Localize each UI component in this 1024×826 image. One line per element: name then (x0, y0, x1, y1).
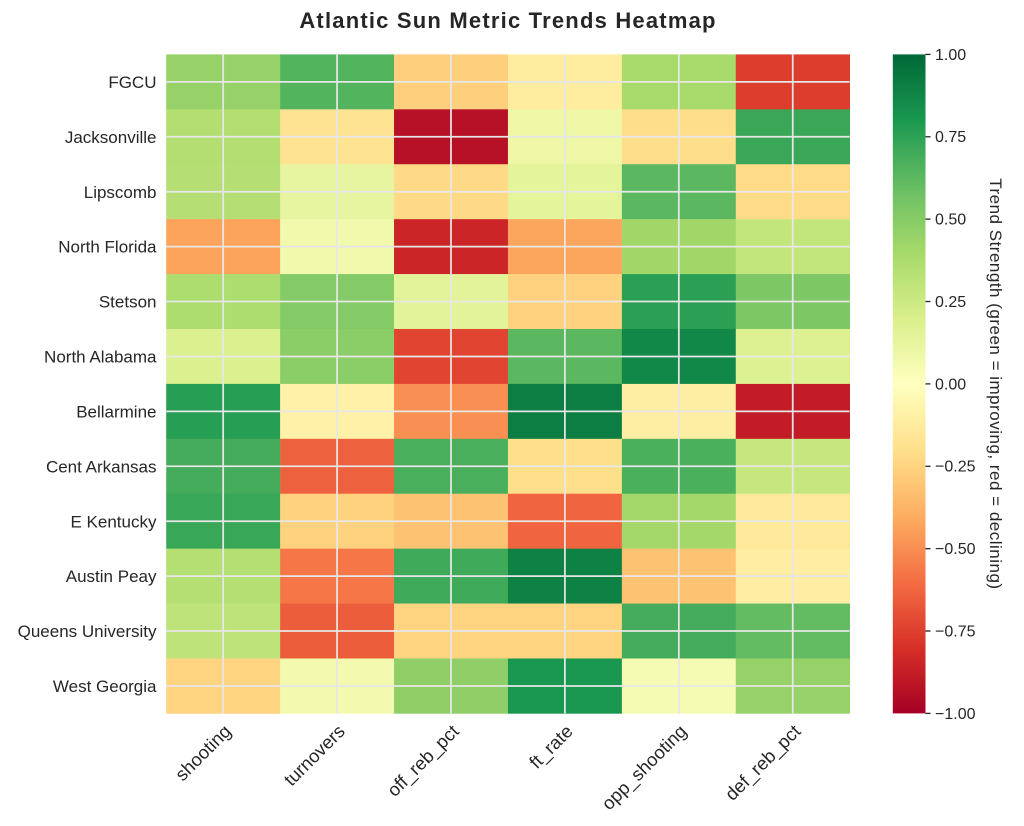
svg-text:0.50: 0.50 (935, 212, 966, 229)
svg-text:Jacksonville: Jacksonville (65, 128, 157, 147)
svg-text:Austin Peay: Austin Peay (66, 567, 157, 586)
svg-text:FGCU: FGCU (108, 73, 156, 92)
svg-text:−0.50: −0.50 (935, 541, 976, 558)
svg-text:Queens University: Queens University (18, 622, 157, 641)
svg-text:Stetson: Stetson (99, 293, 157, 312)
svg-text:0.25: 0.25 (935, 294, 966, 311)
svg-text:North Florida: North Florida (58, 238, 157, 257)
svg-text:−1.00: −1.00 (935, 706, 976, 723)
svg-text:Trend Strength (green = improv: Trend Strength (green = improving, red =… (986, 178, 1005, 589)
svg-text:West Georgia: West Georgia (53, 677, 157, 696)
svg-text:Cent Arkansas: Cent Arkansas (46, 457, 157, 476)
svg-text:−0.75: −0.75 (935, 623, 976, 640)
svg-text:0.75: 0.75 (935, 129, 966, 146)
svg-text:1.00: 1.00 (935, 47, 966, 64)
svg-text:Bellarmine: Bellarmine (76, 402, 156, 421)
svg-text:Lipscomb: Lipscomb (84, 183, 157, 202)
svg-text:North Alabama: North Alabama (44, 348, 157, 367)
svg-text:−0.25: −0.25 (935, 459, 976, 476)
svg-text:0.00: 0.00 (935, 376, 966, 393)
svg-text:E Kentucky: E Kentucky (71, 512, 157, 531)
svg-text:Atlantic Sun Metric Trends Hea: Atlantic Sun Metric Trends Heatmap (299, 8, 716, 33)
